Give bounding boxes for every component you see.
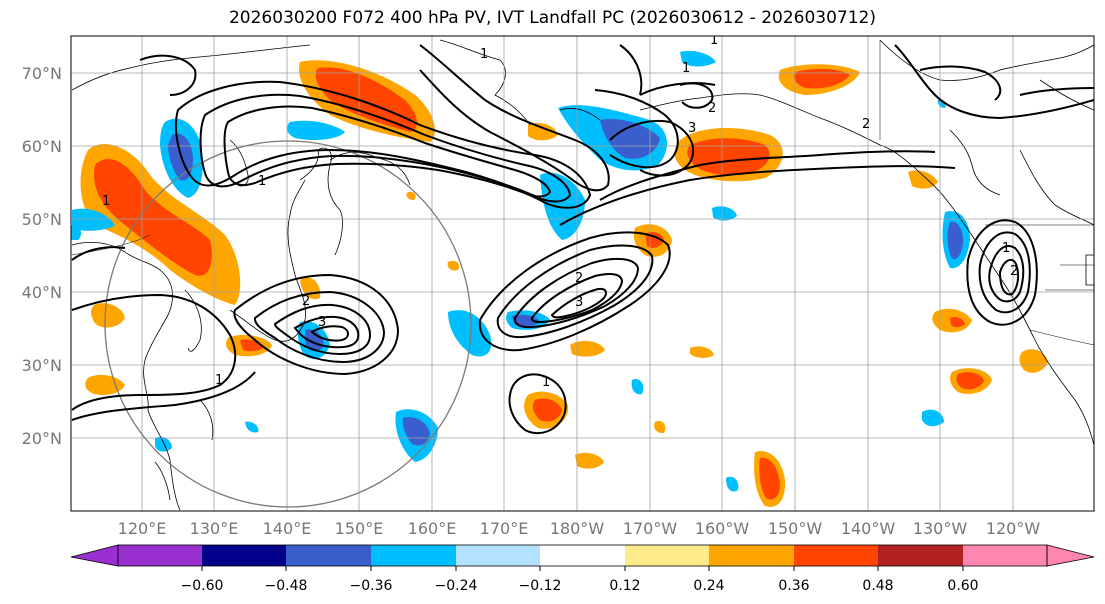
contour-label: 1 [682,61,690,76]
contour-labels: 1 1 1 2 3 3 2 1 1 1 2 3 2 1 2 1 [102,33,1018,390]
lon-label: 130°W [913,519,968,538]
colorbar-tick-label: −0.48 [265,578,308,594]
lat-label: 60°N [22,137,62,156]
contour-label: 1 [480,47,488,62]
lon-label: 150°W [768,519,823,538]
longitude-labels: 120°E 130°E 140°E 150°E 160°E 170°E 180°… [118,519,1041,538]
contour-label: 2 [575,271,583,286]
colorbar-tick-label: 0.60 [947,578,978,594]
lon-label: 170°W [623,519,678,538]
lon-label: 140°W [841,519,896,538]
contour-label: 1 [1002,241,1010,256]
contour-label: 2 [1010,264,1018,279]
lon-label: 170°E [480,519,529,538]
lon-label: 130°E [190,519,239,538]
contour-label: 2 [708,101,716,116]
lon-label: 120°W [986,519,1041,538]
colorbar-tick-label: 0.36 [778,578,809,594]
lat-label: 50°N [22,210,62,229]
contour-label: 3 [318,315,326,330]
lon-label: 140°E [263,519,312,538]
colorbar-tick-label: 0.24 [693,578,724,594]
colorbar-tick-label: 0.12 [609,578,640,594]
latitude-labels: 70°N 60°N 50°N 40°N 30°N 20°N [22,64,62,448]
contour-label: 3 [688,121,696,136]
colorbar-extend-high [1046,544,1095,567]
map-title: 2026030200 F072 400 hPa PV, IVT Landfall… [228,8,876,28]
colorbar-tick-label: 0.48 [862,578,893,594]
map-frame [70,35,1095,512]
contour-label: 1 [710,33,718,48]
contour-label: 1 [258,174,266,189]
lon-label: 160°E [408,519,457,538]
pv-positive-anomalies [80,60,1048,507]
landfall-region-circle [104,140,472,508]
pv-negative-anomalies [71,50,970,492]
contour-label: 2 [302,294,310,309]
contour-label: 2 [862,117,870,132]
contour-label: 1 [102,194,110,209]
coastlines [71,39,1094,511]
lat-label: 20°N [22,429,62,448]
colorbar-tick-label: −0.24 [435,578,478,594]
ivt-contours [71,44,1094,435]
lon-label: 180°W [550,519,605,538]
lon-label: 160°W [695,519,750,538]
contour-label: 1 [215,373,223,388]
lon-label: 150°E [335,519,384,538]
lat-label: 30°N [22,356,62,375]
contour-label: 1 [542,375,550,390]
colorbar-extend-low [70,544,119,567]
colorbar-tick-label: −0.12 [519,578,562,594]
lat-label: 40°N [22,283,62,302]
colorbar: −0.60 −0.48 −0.36 −0.24 −0.12 0.12 0.24 … [70,544,1095,594]
colorbar-tick-label: −0.36 [350,578,393,594]
contour-label: 3 [575,295,583,310]
lon-label: 120°E [118,519,167,538]
graticule [71,36,1094,511]
lat-label: 70°N [22,64,62,83]
colorbar-tick-label: −0.60 [181,578,224,594]
